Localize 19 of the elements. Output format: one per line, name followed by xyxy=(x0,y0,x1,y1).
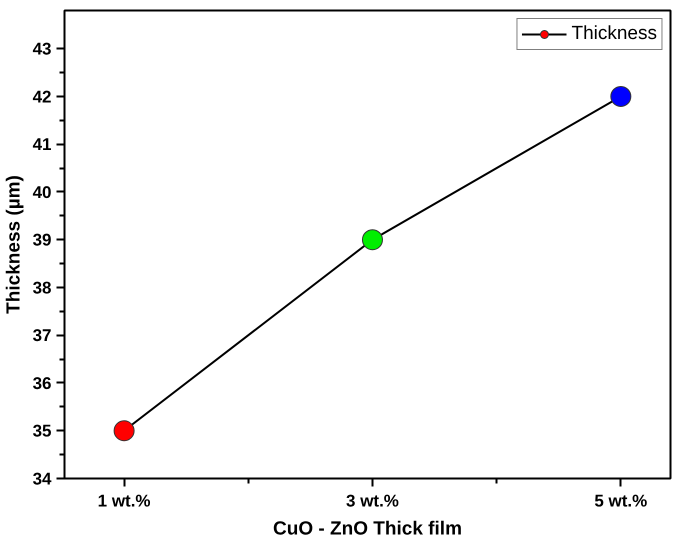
point xyxy=(610,86,632,107)
y-tick-label: 34 xyxy=(32,470,52,488)
y-tick-label: 42 xyxy=(32,87,52,106)
y-tick-label: 43 xyxy=(32,40,52,59)
y-tick-label: 40 xyxy=(32,182,52,202)
y-tick-label: 35 xyxy=(32,422,52,441)
x-tick-label: 1 wt.% xyxy=(98,492,151,510)
y-tick-label: 38 xyxy=(32,278,52,298)
point xyxy=(362,229,383,250)
y-tick-label: 37 xyxy=(32,326,52,346)
x-axis-title: CuO - ZnO Thick film xyxy=(273,518,462,540)
legend-label: Thickness xyxy=(571,23,657,45)
x-tick-label: 3 wt.% xyxy=(346,492,399,510)
y-tick-label: 41 xyxy=(32,135,52,154)
x-tick-label: 5 wt.% xyxy=(594,492,648,510)
y-tick-label: 36 xyxy=(32,374,52,393)
y-axis-title: Thickness (µm) xyxy=(4,175,25,314)
point xyxy=(114,420,135,442)
y-tick-label: 39 xyxy=(32,230,52,250)
